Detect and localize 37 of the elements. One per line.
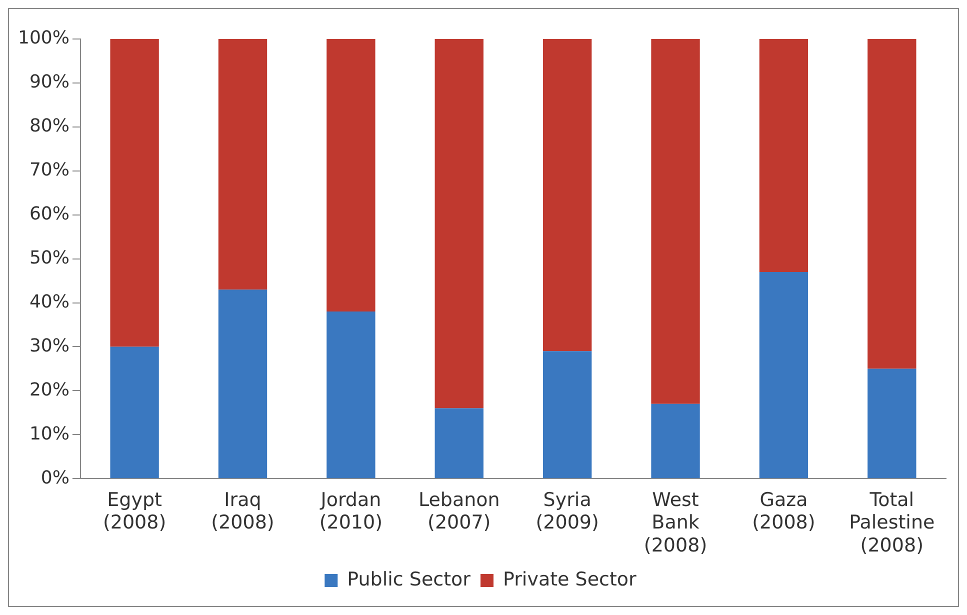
x-tick-label: Iraq (2008) [211, 488, 274, 534]
y-tick-label: 80% [29, 116, 70, 137]
y-tick-label: 40% [29, 291, 70, 312]
legend-label: Private Sector [502, 568, 637, 590]
bar [759, 272, 808, 478]
y-tick-label: 60% [29, 204, 70, 225]
legend-label: Public Sector [347, 568, 471, 590]
bar [218, 290, 268, 478]
x-tick-label: Lebanon (2007) [418, 488, 500, 534]
y-tick-label: 70% [29, 160, 70, 181]
bar [326, 312, 376, 478]
bar [326, 39, 376, 312]
x-tick-label: Syria (2009) [536, 488, 599, 534]
bar [434, 39, 484, 408]
bar [218, 39, 268, 290]
bar [434, 408, 484, 478]
x-tick-label: West Bank (2008) [644, 488, 708, 557]
y-tick-label: 20% [29, 379, 70, 400]
x-tick-label: Total Palestine (2008) [849, 488, 935, 557]
y-tick-label: 30% [29, 335, 70, 356]
y-tick-label: 0% [40, 467, 70, 488]
bar [542, 39, 592, 352]
bar [868, 368, 916, 478]
bar [110, 346, 159, 478]
x-tick-label: Egypt (2008) [102, 488, 166, 534]
bar [759, 39, 808, 272]
bar [651, 39, 700, 404]
y-tick-label: 50% [29, 247, 70, 268]
y-tick-label: 10% [29, 423, 70, 444]
y-tick-label: 90% [29, 72, 70, 93]
x-tick-label: Jordan (2010) [319, 488, 383, 534]
bar [868, 39, 916, 369]
bar [542, 351, 592, 478]
y-tick-label: 100% [18, 28, 70, 49]
bar [651, 404, 700, 478]
x-tick-label: Gaza (2008) [752, 488, 816, 534]
bar [110, 39, 159, 347]
